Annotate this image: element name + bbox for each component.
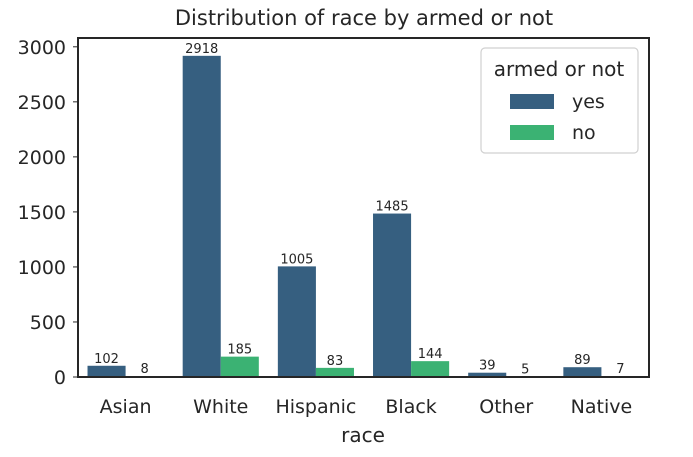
- bar-no-hispanic: [315, 367, 354, 377]
- bar-value-label: 185: [227, 343, 252, 358]
- y-tick-label: 500: [30, 312, 66, 334]
- x-axis: Asian White Hispanic Black Other Native: [100, 396, 633, 418]
- bar-labels-group: 102 8 2918 185 1005 83 1485 144 39 5 89 7: [94, 42, 624, 378]
- x-tick-label: Native: [571, 396, 633, 418]
- bar-value-label: 89: [574, 353, 591, 368]
- bar-yes-white: [182, 55, 221, 378]
- bar-value-label: 83: [327, 354, 344, 369]
- x-tick-label: White: [193, 396, 248, 418]
- legend-title: armed or not: [494, 57, 625, 81]
- legend-swatch-no: [510, 125, 554, 140]
- plot-frame: [77, 37, 650, 378]
- x-tick-label: Other: [479, 396, 533, 418]
- bar-yes-asian: [87, 365, 126, 377]
- x-tick-label: Hispanic: [275, 396, 356, 418]
- x-tick-label: Black: [385, 396, 436, 418]
- bar-yes-black: [373, 213, 412, 377]
- y-tick-label: 2000: [18, 147, 66, 169]
- y-tick-label: 0: [54, 367, 66, 389]
- bars-group: [87, 55, 640, 378]
- bar-value-label: 144: [418, 347, 443, 362]
- bar-yes-other: [468, 372, 507, 377]
- bar-value-label: 2918: [185, 42, 218, 57]
- bar-value-label: 5: [521, 362, 529, 377]
- y-tick-label: 1000: [18, 257, 66, 279]
- legend-label-no: no: [572, 122, 596, 144]
- bar-value-label: 102: [94, 352, 119, 367]
- bar-no-white: [220, 356, 259, 377]
- legend-label-yes: yes: [572, 91, 605, 113]
- legend-swatch-yes: [510, 94, 554, 109]
- bar-value-label: 1005: [280, 252, 313, 267]
- bar-no-black: [411, 361, 450, 377]
- legend: armed or not yes no: [480, 47, 639, 154]
- y-tick-label: 2500: [18, 92, 66, 114]
- bar-value-label: 1485: [376, 200, 409, 215]
- bar-value-label: 7: [616, 362, 624, 377]
- x-tick-label: Asian: [100, 396, 152, 418]
- bar-value-label: 39: [479, 359, 496, 374]
- y-axis: 0 500 1000 1500 2000 2500 3000: [18, 37, 78, 389]
- y-tick-label: 3000: [18, 37, 66, 59]
- chart-title: Distribution of race by armed or not: [175, 6, 553, 30]
- bar-yes-native: [563, 367, 602, 377]
- y-tick-label: 1500: [18, 202, 66, 224]
- bar-yes-hispanic: [277, 266, 316, 377]
- x-axis-label: race: [341, 423, 385, 447]
- bar-value-label: 8: [140, 362, 148, 377]
